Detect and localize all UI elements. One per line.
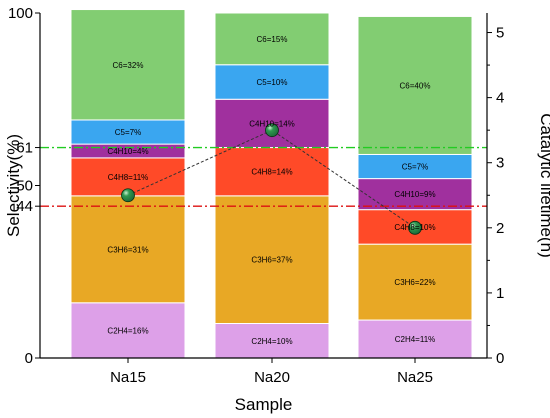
data-label-c2h4-na25: C2H4=11% — [395, 335, 436, 344]
y2-axis-title: Catalytic lifetime(h) — [537, 113, 550, 258]
x-tick-label-na15: Na15 — [110, 369, 146, 386]
text-layer: C2H4=16% C3H6=31% C4H8=11% C4H10=4% C5=7% C6=… — [4, 5, 550, 414]
bar-segment-c3h6-na15 — [70, 195, 186, 304]
data-label-c3h6-na15: C3H6=31% — [107, 245, 148, 254]
bar-segment-c2h4-na15 — [70, 302, 186, 359]
lifetime-point-na25 — [408, 220, 422, 235]
data-label-c4h10-na25: C4H10=9% — [394, 190, 435, 199]
lifetime-line — [127, 129, 416, 229]
data-label-c2h4-na20: C2H4=10% — [251, 337, 292, 346]
y-tick-label-100: 100 — [8, 5, 33, 22]
data-label-c6-na25: C6=40% — [400, 81, 431, 90]
data-label-c6-na20: C6=15% — [257, 35, 288, 44]
y-axis-title: Selectivity(%) — [4, 134, 23, 237]
x-axis-title: Sample — [235, 395, 293, 414]
y2-tick-label-0: 0 — [496, 350, 504, 367]
data-label-c4h10-na20: C4H10=14% — [249, 119, 295, 128]
y2-tick-label-4: 4 — [496, 90, 504, 107]
y-tick-label-61: 61 — [16, 140, 33, 157]
axes-layer — [35, 12, 492, 363]
bar-segment-c4h8-na20 — [214, 147, 330, 197]
y-tick-label-50: 50 — [16, 178, 33, 195]
data-label-c5-na25: C5=7% — [402, 163, 428, 172]
data-label-c4h8-na15: C4H8=11% — [108, 173, 149, 182]
data-label-c6-na15: C6=32% — [113, 61, 144, 70]
data-label-c5-na15: C5=7% — [115, 128, 141, 137]
bar-segment-c5-na25 — [357, 153, 473, 180]
x-tick-label-na20: Na20 — [254, 369, 290, 386]
x-tick-label-na25: Na25 — [397, 369, 433, 386]
bar-segment-c6-na20 — [214, 12, 330, 66]
bars-layer — [70, 9, 473, 359]
reference-lines-layer — [40, 146, 487, 207]
y2-tick-label-3: 3 — [496, 155, 504, 172]
bar-segment-c5-na15 — [70, 119, 186, 145]
y-tick-label-0: 0 — [25, 350, 33, 367]
data-label-c3h6-na25: C3H6=22% — [394, 278, 435, 287]
data-label-c4h8-na20: C4H8=14% — [251, 168, 292, 177]
lifetime-point-na15 — [121, 188, 135, 203]
y-tick-label-44: 44 — [16, 198, 33, 215]
data-label-c4h8-na25: C4H8=10% — [394, 223, 435, 232]
bar-segment-c3h6-na25 — [357, 243, 473, 321]
data-label-c5-na20: C5=10% — [257, 78, 288, 87]
y2-tick-label-2: 2 — [496, 220, 504, 237]
lifetime-point-na20 — [265, 123, 279, 138]
y2-tick-label-5: 5 — [496, 25, 504, 42]
lifetime-layer — [121, 123, 422, 235]
bar-segment-c6-na25 — [357, 15, 473, 155]
bar-segment-c3h6-na20 — [214, 195, 330, 325]
data-label-c3h6-na20: C3H6=37% — [251, 256, 292, 265]
bar-segment-c4h10-na25 — [357, 178, 473, 211]
y2-tick-label-1: 1 — [496, 285, 504, 302]
bar-segment-c2h4-na25 — [357, 319, 473, 359]
data-label-c4h10-na15: C4H10=4% — [107, 147, 148, 156]
data-label-c2h4-na15: C2H4=16% — [107, 326, 148, 335]
bar-segment-c6-na15 — [70, 9, 186, 121]
